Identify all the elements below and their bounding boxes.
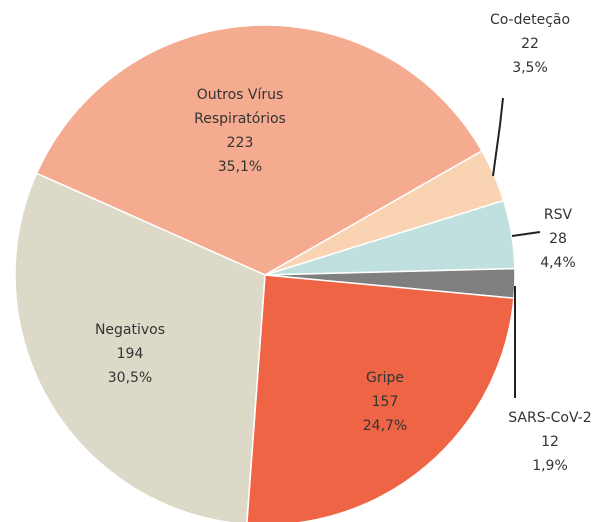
leader-lines <box>492 97 541 398</box>
slice-share: 1,9% <box>532 458 568 474</box>
slice-share: 30,5% <box>108 370 152 386</box>
pie-slice <box>35 24 484 276</box>
slice-value: 12 <box>541 434 559 450</box>
pie-slice <box>14 172 266 522</box>
slice-share: 4,4% <box>540 255 576 271</box>
slice-value: 223 <box>227 135 254 151</box>
label-line: Outros Vírus <box>197 87 284 103</box>
slice-share: 24,7% <box>363 418 407 434</box>
label-line: Respiratórios <box>194 111 286 127</box>
slice-label: Gripe <box>366 370 404 386</box>
slice-value: 28 <box>549 231 567 247</box>
slice-value: 157 <box>372 394 399 410</box>
slice-label: RSV <box>544 207 573 223</box>
slices <box>14 24 516 522</box>
slice-label: SARS-CoV-2 <box>508 410 591 426</box>
slice-share: 35,1% <box>218 159 262 175</box>
slice-label: Co-deteção <box>490 12 570 28</box>
slice-share: 3,5% <box>512 60 548 76</box>
slice-value: 194 <box>117 346 144 362</box>
leader-line <box>492 97 504 177</box>
slice-label: Negativos <box>95 322 165 338</box>
slice-label: Outros Vírus Respiratórios <box>194 87 286 127</box>
leader-line <box>511 231 541 237</box>
pie-slice <box>246 274 515 522</box>
slice-value: 22 <box>521 36 539 52</box>
